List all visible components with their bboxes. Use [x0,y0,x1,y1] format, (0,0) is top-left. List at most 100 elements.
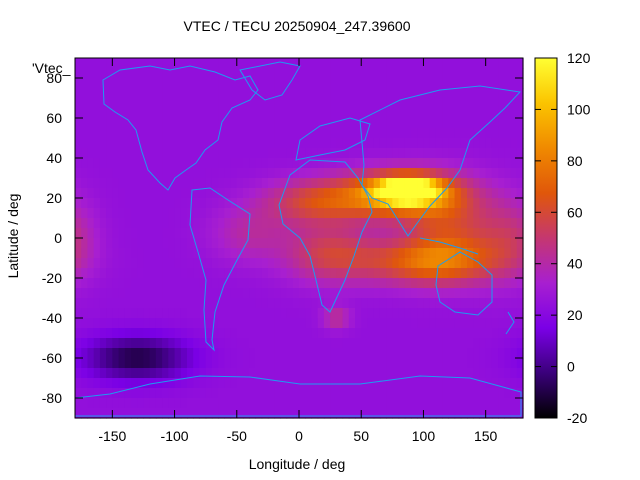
heat-cell [75,328,82,339]
heat-cell [168,168,176,179]
heat-cell [199,198,207,209]
heat-cell [280,138,288,149]
heat-cell [392,338,400,349]
heat-cell [473,328,481,339]
heat-cell [236,108,244,119]
heat-cell [261,328,269,339]
heat-cell [292,168,300,179]
heat-cell [261,338,269,349]
heat-cell [180,358,188,369]
heat-cell [348,318,356,329]
heat-cell [274,198,281,209]
heat-cell [516,408,524,419]
heat-cell [442,148,449,159]
heat-cell [435,268,443,279]
heat-cell [504,58,512,69]
heat-cell [87,88,95,99]
heat-cell [379,398,387,409]
heat-cell [87,278,95,289]
heat-cell [435,128,443,139]
heat-cell [367,368,375,379]
heat-cell [417,298,425,309]
heat-cell [180,388,188,399]
heat-cell [112,268,120,279]
heat-cell [398,78,406,89]
heat-cell [485,398,493,409]
heat-cell [336,288,344,299]
heat-cell [429,208,437,219]
heat-cell [311,168,319,179]
heat-cell [143,128,151,139]
heat-cell [373,388,381,399]
heat-cell [187,118,194,129]
heat-cell [454,218,462,229]
heat-cell [230,128,238,139]
heat-cell [81,138,89,149]
heat-cell [236,178,244,189]
heat-cell [81,128,89,139]
heat-cell [137,178,145,189]
heat-cell [411,248,418,259]
heat-cell [510,228,518,239]
heat-cell [143,148,151,159]
heat-cell [448,218,456,229]
heat-cell [211,198,219,209]
heat-cell [336,98,344,109]
heat-cell [118,288,126,299]
heat-cell [361,178,369,189]
heat-cell [93,78,101,89]
heat-cell [429,118,437,129]
heat-cell [448,338,456,349]
heat-cell [323,118,331,129]
heat-cell [467,198,474,209]
heat-cell [435,328,443,339]
heat-cell [386,138,393,149]
heat-cell [510,318,518,329]
heat-cell [373,328,381,339]
heat-cell [386,368,393,379]
y-tick-label: 20 [46,190,62,206]
heat-cell [93,228,101,239]
heat-cell [280,168,288,179]
heat-cell [429,288,437,299]
heat-cell [423,388,431,399]
heat-cell [211,288,219,299]
heat-cell [199,328,207,339]
heat-cell [479,68,487,79]
heat-cell [75,408,82,419]
heat-cell [292,118,300,129]
heat-cell [392,188,400,199]
heat-cell [75,178,82,189]
heat-cell [75,228,82,239]
heat-cell [75,258,82,269]
heat-cell [236,328,244,339]
heat-cell [286,268,294,279]
heat-cell [99,118,107,129]
heat-cell [460,268,468,279]
heat-cell [211,98,219,109]
heat-cell [243,78,250,89]
heat-cell [348,348,356,359]
heat-cell [149,98,157,109]
heat-cell [99,348,107,359]
heat-cell [124,388,132,399]
heat-cell [143,188,151,199]
heat-cell [485,128,493,139]
colorbar-tick-label: 120 [567,50,591,66]
heat-cell [498,278,505,289]
heat-cell [330,278,337,289]
heat-cell [379,278,387,289]
x-tick-label: -50 [227,428,247,444]
heat-cell [379,368,387,379]
heat-cell [211,268,219,279]
heat-cell [199,278,207,289]
heat-cell [218,58,225,69]
heat-cell [199,68,207,79]
heat-cell [143,178,151,189]
heat-cell [211,168,219,179]
heat-cell [236,278,244,289]
heat-cell [467,378,474,389]
heat-cell [454,148,462,159]
heat-cell [292,278,300,289]
heat-cell [162,108,169,119]
